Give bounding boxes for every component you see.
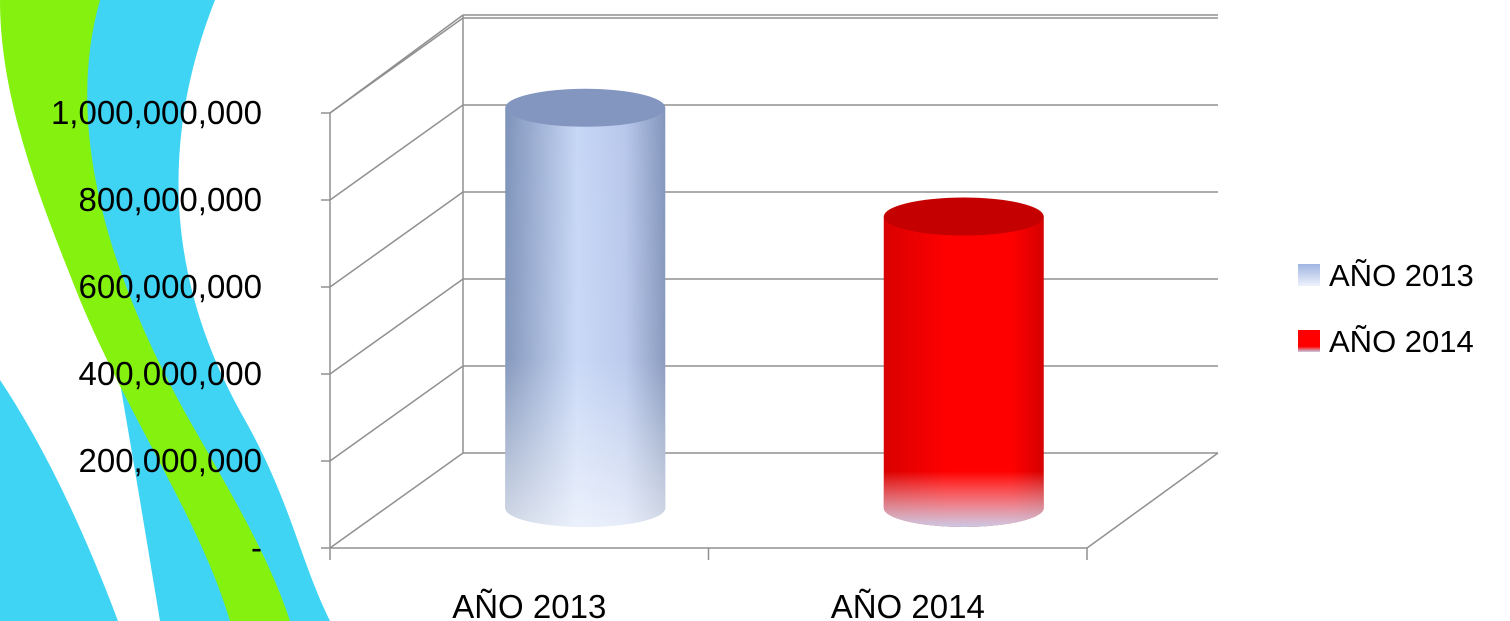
y-tick-label: 800,000,000 xyxy=(78,181,262,218)
bar xyxy=(505,88,666,528)
chart-frame xyxy=(329,14,1219,549)
green-swoosh xyxy=(0,0,290,621)
y-tick-label: 1,000,000,000 xyxy=(51,94,262,131)
gridline-side-5 xyxy=(329,17,464,114)
y-tick-label: 600,000,000 xyxy=(78,268,262,305)
bar-top xyxy=(505,88,666,127)
bar xyxy=(883,197,1044,528)
bar-shading xyxy=(883,216,1044,528)
y-tick-label: - xyxy=(251,529,262,566)
bars xyxy=(505,88,1044,528)
y-axis-ticks: - 200,000,000 400,000,000 600,000,000 800,00… xyxy=(51,94,262,566)
gridline-side-1 xyxy=(329,365,464,462)
legend-swatch xyxy=(1298,264,1320,286)
x-tick-label: AÑO 2013 xyxy=(452,588,606,621)
gridline-side-3 xyxy=(329,191,464,288)
gridline-side-2 xyxy=(329,278,464,375)
cyan-swoosh xyxy=(75,0,330,621)
y-tick-label: 400,000,000 xyxy=(78,355,262,392)
legend-label: AÑO 2014 xyxy=(1329,324,1474,359)
x-tick-label: AÑO 2014 xyxy=(831,588,985,621)
x-axis-ticks: AÑO 2013 AÑO 2014 xyxy=(329,548,1088,621)
background-decoration xyxy=(0,0,330,621)
bar-top xyxy=(883,197,1044,236)
gridline-side-4 xyxy=(329,104,464,201)
blue-lower-swoosh xyxy=(0,380,118,621)
legend: AÑO 2013 AÑO 2014 xyxy=(1298,258,1474,359)
bar-shading xyxy=(505,107,666,528)
legend-label: AÑO 2013 xyxy=(1329,258,1474,293)
white-swoosh-line xyxy=(0,330,150,621)
legend-swatch xyxy=(1298,330,1320,352)
y-tick-label: 200,000,000 xyxy=(78,442,262,479)
gridlines xyxy=(321,17,1218,549)
